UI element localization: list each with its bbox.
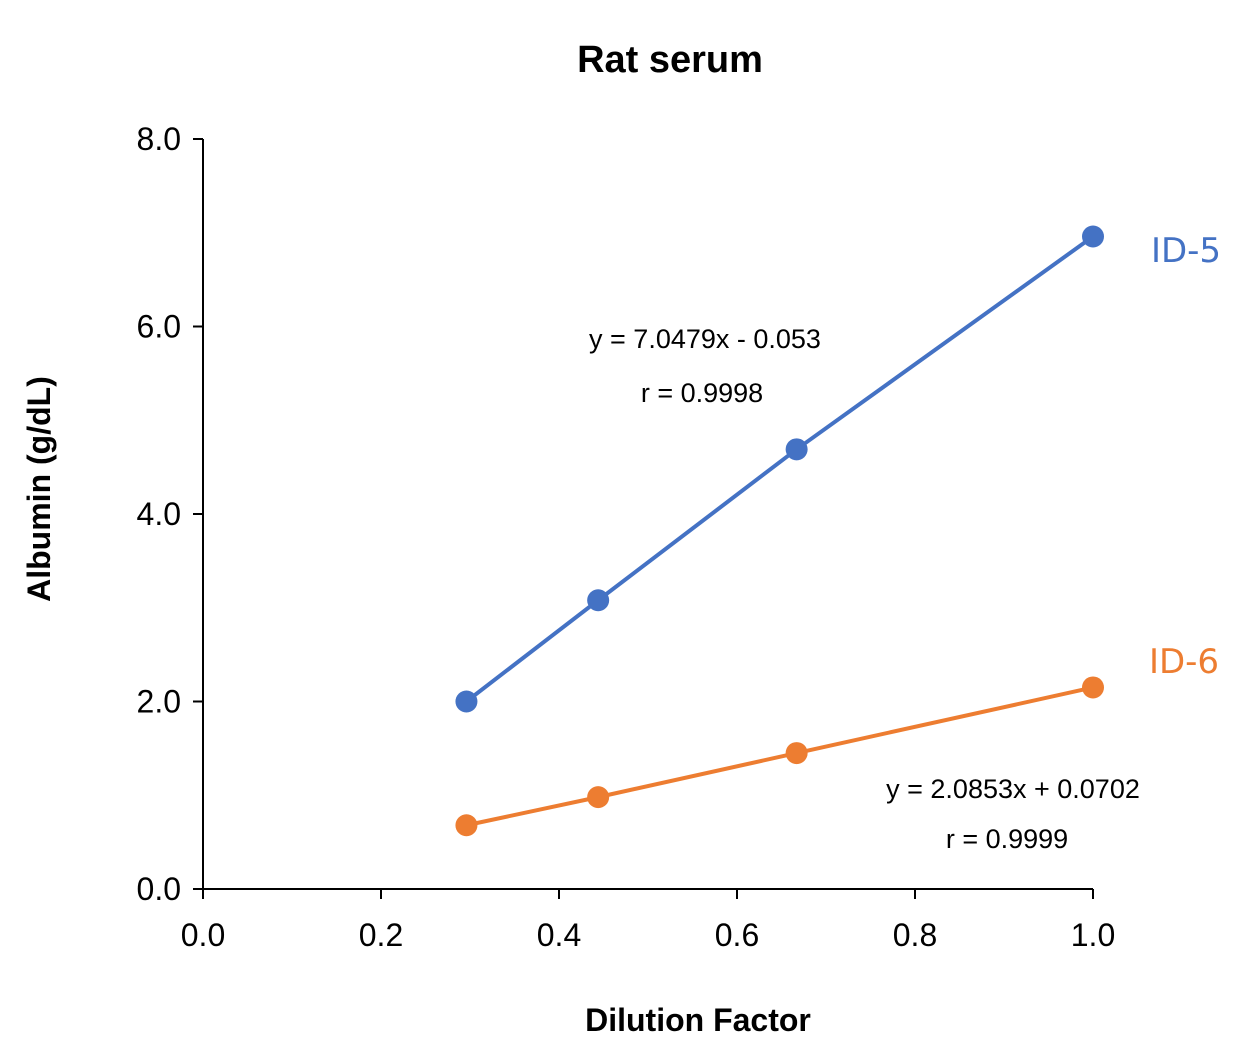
x-tick-label: 0.2 [359, 917, 403, 953]
data-point [587, 589, 610, 612]
equation-id6: y = 2.0853x + 0.0702 [886, 774, 1140, 804]
x-tick-label: 0.6 [715, 917, 759, 953]
data-point [587, 786, 610, 809]
chart-title: Rat serum [577, 39, 763, 81]
y-tick-label: 8.0 [137, 121, 181, 157]
x-tick-label: 0.4 [537, 917, 581, 953]
series-id-6 [455, 676, 1104, 837]
data-point [455, 814, 478, 837]
series-layer [455, 225, 1104, 837]
data-point [785, 438, 808, 461]
series-label-id5: ID-5 [1151, 231, 1221, 271]
y-tick-label: 4.0 [137, 496, 181, 532]
equation-id5: y = 7.0479x - 0.053 [589, 324, 821, 354]
series-line [466, 685, 1094, 828]
y-tick-label: 0.0 [137, 871, 181, 907]
x-tick-label: 0.0 [181, 917, 225, 953]
series-line [465, 234, 1095, 704]
data-point [1082, 225, 1104, 248]
data-point [1082, 676, 1104, 699]
y-tick-label: 6.0 [137, 309, 181, 345]
r-value-id6: r = 0.9999 [946, 824, 1068, 854]
data-point [455, 690, 478, 713]
series-id-5 [455, 225, 1104, 713]
series-label-id6: ID-6 [1149, 642, 1219, 682]
x-tick-label: 1.0 [1071, 917, 1115, 953]
data-point [785, 742, 808, 765]
y-tick-label: 2.0 [137, 684, 181, 720]
r-value-id5: r = 0.9998 [641, 378, 763, 408]
y-ticks: 0.0 2.0 4.0 6.0 8.0 [137, 121, 203, 907]
x-ticks: 0.0 0.2 0.4 0.6 0.8 1.0 [181, 889, 1115, 953]
y-axis-label: Albumin (g/dL) [21, 376, 57, 602]
x-axis-label: Dilution Factor [585, 1002, 811, 1038]
x-tick-label: 0.8 [893, 917, 937, 953]
